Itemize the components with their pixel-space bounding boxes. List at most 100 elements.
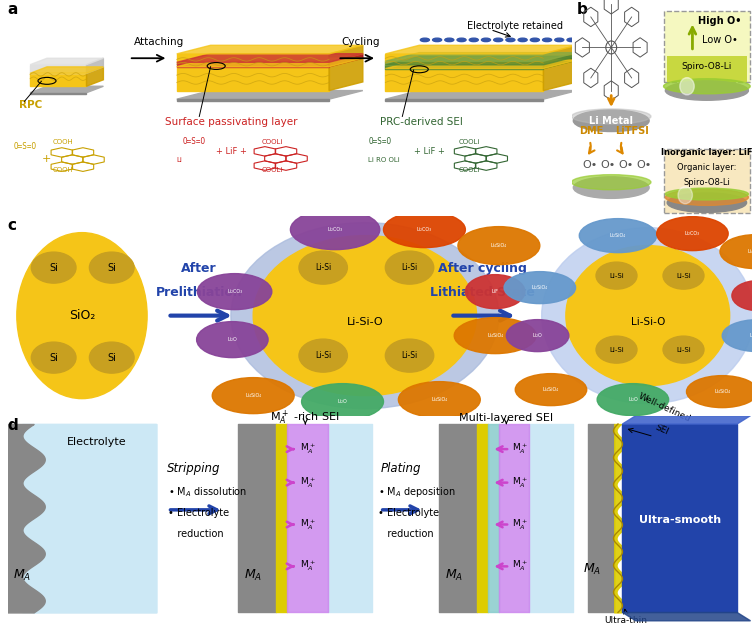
Text: Li-Si: Li-Si xyxy=(315,263,332,272)
Text: Spiro-O8-Li: Spiro-O8-Li xyxy=(682,62,732,71)
Polygon shape xyxy=(86,67,104,86)
Text: M$_A^+$: M$_A^+$ xyxy=(512,442,528,456)
Circle shape xyxy=(445,38,453,42)
Text: Li₂SiO₄: Li₂SiO₄ xyxy=(750,333,752,338)
Text: Li₂CO₃: Li₂CO₃ xyxy=(685,231,700,236)
Polygon shape xyxy=(385,91,578,99)
Polygon shape xyxy=(623,416,750,424)
Polygon shape xyxy=(30,67,104,73)
Circle shape xyxy=(680,78,694,95)
Ellipse shape xyxy=(399,382,481,418)
Polygon shape xyxy=(177,45,363,54)
Text: • M$_A$ deposition: • M$_A$ deposition xyxy=(378,485,455,499)
Text: LiF: LiF xyxy=(492,289,499,294)
Polygon shape xyxy=(385,69,543,91)
Polygon shape xyxy=(385,54,543,61)
Text: • M$_A$ dissolution: • M$_A$ dissolution xyxy=(168,485,247,499)
Ellipse shape xyxy=(732,281,752,311)
Text: + LiF +: + LiF + xyxy=(217,147,247,156)
Text: + LiF +: + LiF + xyxy=(414,147,444,156)
Circle shape xyxy=(493,38,502,42)
Text: O•: O• xyxy=(636,160,652,170)
Text: Li-Si: Li-Si xyxy=(402,351,417,360)
Ellipse shape xyxy=(572,109,651,124)
Circle shape xyxy=(432,38,441,42)
Ellipse shape xyxy=(89,252,134,283)
Ellipse shape xyxy=(17,232,147,399)
Polygon shape xyxy=(177,54,329,62)
Polygon shape xyxy=(177,91,363,99)
Text: COOLi: COOLi xyxy=(459,139,480,146)
Ellipse shape xyxy=(465,274,525,309)
Polygon shape xyxy=(385,60,578,69)
Text: Li₂CO₃: Li₂CO₃ xyxy=(328,227,343,232)
Text: RPC: RPC xyxy=(19,100,42,110)
Polygon shape xyxy=(385,45,578,54)
Polygon shape xyxy=(385,56,578,65)
Ellipse shape xyxy=(666,81,748,100)
Ellipse shape xyxy=(663,336,704,363)
Polygon shape xyxy=(385,52,578,61)
Circle shape xyxy=(542,38,551,42)
Ellipse shape xyxy=(566,246,729,386)
Text: DME: DME xyxy=(579,126,603,136)
Ellipse shape xyxy=(572,174,651,190)
Text: Li₂SiO₄: Li₂SiO₄ xyxy=(610,233,626,238)
Text: c: c xyxy=(8,217,17,232)
Polygon shape xyxy=(543,60,578,91)
Polygon shape xyxy=(30,92,86,94)
Ellipse shape xyxy=(89,342,134,373)
Text: M$_A^+$: M$_A^+$ xyxy=(300,476,316,490)
Text: Li₂SiO₄: Li₂SiO₄ xyxy=(532,285,548,290)
Text: a: a xyxy=(8,2,18,17)
Ellipse shape xyxy=(656,217,728,251)
Text: Li₄SiO₄: Li₄SiO₄ xyxy=(714,389,730,394)
FancyBboxPatch shape xyxy=(663,11,750,82)
Text: Li-Si: Li-Si xyxy=(315,351,332,360)
Text: O•: O• xyxy=(582,160,598,170)
Ellipse shape xyxy=(722,319,752,352)
Text: COOH: COOH xyxy=(53,168,74,174)
Polygon shape xyxy=(623,612,750,621)
Polygon shape xyxy=(23,424,156,612)
Ellipse shape xyxy=(197,274,271,309)
Text: Plating: Plating xyxy=(381,462,421,475)
Text: Li-Si: Li-Si xyxy=(402,263,417,272)
Ellipse shape xyxy=(596,336,637,363)
Ellipse shape xyxy=(579,219,656,253)
Text: After cycling: After cycling xyxy=(438,262,527,274)
Ellipse shape xyxy=(687,376,752,408)
Circle shape xyxy=(469,38,478,42)
Ellipse shape xyxy=(253,236,477,396)
Text: Si: Si xyxy=(49,262,58,272)
Text: Well-defined: Well-defined xyxy=(637,392,692,424)
Polygon shape xyxy=(543,52,578,65)
Text: Li₂CO₃: Li₂CO₃ xyxy=(227,289,242,294)
Text: Ultra-thin: Ultra-thin xyxy=(604,616,647,625)
Circle shape xyxy=(678,186,693,204)
Text: Lithiated State: Lithiated State xyxy=(430,286,535,299)
Text: PRC-derived SEI: PRC-derived SEI xyxy=(380,117,462,127)
Text: COOLi: COOLi xyxy=(262,168,283,174)
Text: Li-Si-O: Li-Si-O xyxy=(631,317,665,327)
Ellipse shape xyxy=(720,234,752,269)
Text: Li-Si: Li-Si xyxy=(676,272,691,279)
Text: Cycling: Cycling xyxy=(341,38,380,48)
Text: +: + xyxy=(41,154,50,164)
Text: Organic layer:: Organic layer: xyxy=(678,163,736,172)
Polygon shape xyxy=(329,58,363,91)
Ellipse shape xyxy=(231,222,499,409)
Text: M$_A$: M$_A$ xyxy=(14,568,32,583)
Text: Stripping: Stripping xyxy=(167,462,220,475)
Polygon shape xyxy=(30,86,104,92)
Polygon shape xyxy=(385,61,543,65)
Polygon shape xyxy=(30,64,86,73)
Polygon shape xyxy=(329,54,363,67)
Text: reduction: reduction xyxy=(168,529,223,539)
Text: Li₄SiO₄: Li₄SiO₄ xyxy=(245,393,261,398)
Text: M$_A^+$: M$_A^+$ xyxy=(300,518,316,532)
Text: Li₄SiO₄: Li₄SiO₄ xyxy=(491,243,507,248)
Ellipse shape xyxy=(32,342,76,373)
Ellipse shape xyxy=(32,252,76,283)
Ellipse shape xyxy=(663,79,750,94)
